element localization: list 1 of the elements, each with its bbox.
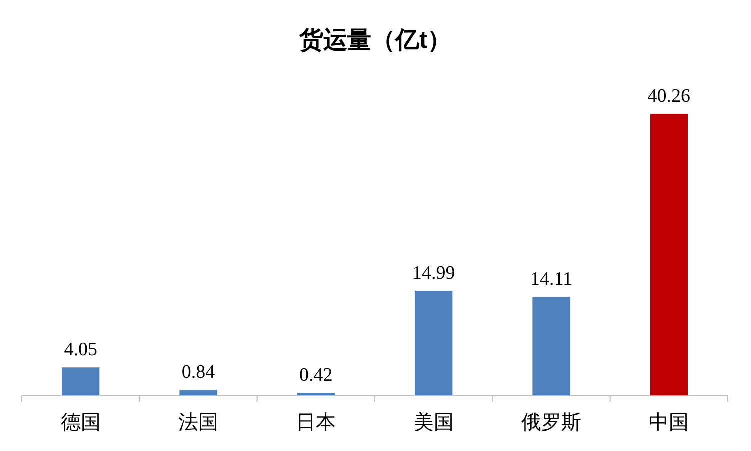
title: 货运量（亿t） [300,27,452,54]
